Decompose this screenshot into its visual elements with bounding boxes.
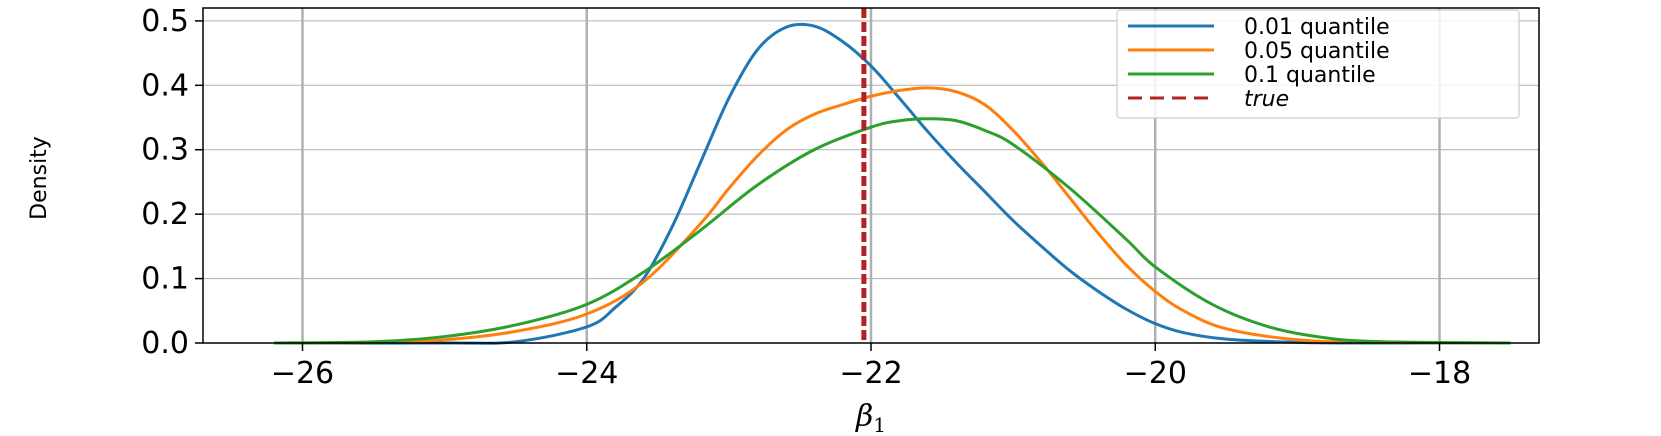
legend-label: true bbox=[1244, 87, 1289, 112]
x-axis-label-subscript: 1 bbox=[873, 413, 886, 436]
x-tick-label: −18 bbox=[1408, 356, 1471, 391]
x-tick-label: −26 bbox=[271, 356, 334, 391]
x-tick-label: −22 bbox=[839, 356, 902, 391]
legend-label: 0.05 quantile bbox=[1244, 39, 1390, 64]
x-tick-label: −24 bbox=[555, 356, 618, 391]
series-line-0-01-quantile bbox=[274, 22, 1511, 345]
y-axis: 0.0 0.1 0.2 0.3 0.4 0.5 bbox=[141, 4, 203, 361]
series-line-0-05-quantile bbox=[274, 86, 1511, 345]
y-tick-label: 0.3 bbox=[141, 133, 189, 168]
y-tick-label: 0.4 bbox=[141, 68, 189, 103]
x-axis-label: β1 bbox=[855, 399, 886, 436]
y-axis-label: Density bbox=[27, 136, 52, 220]
y-tick-label: 0.5 bbox=[141, 4, 189, 39]
legend-label: 0.01 quantile bbox=[1244, 15, 1390, 40]
series-layer bbox=[274, 22, 1511, 345]
y-tick-label: 0.1 bbox=[141, 262, 189, 297]
legend-box bbox=[1116, 9, 1520, 119]
series-line-0-1-quantile bbox=[274, 117, 1511, 345]
y-tick-label: 0.0 bbox=[141, 326, 189, 361]
y-tick-label: 0.2 bbox=[141, 197, 189, 232]
x-tick-label: −20 bbox=[1124, 356, 1187, 391]
x-axis-label-main: β bbox=[855, 399, 873, 434]
legend-label: 0.1 quantile bbox=[1244, 63, 1376, 88]
x-axis: −26 −24 −22 −20 −18 bbox=[271, 343, 1471, 391]
